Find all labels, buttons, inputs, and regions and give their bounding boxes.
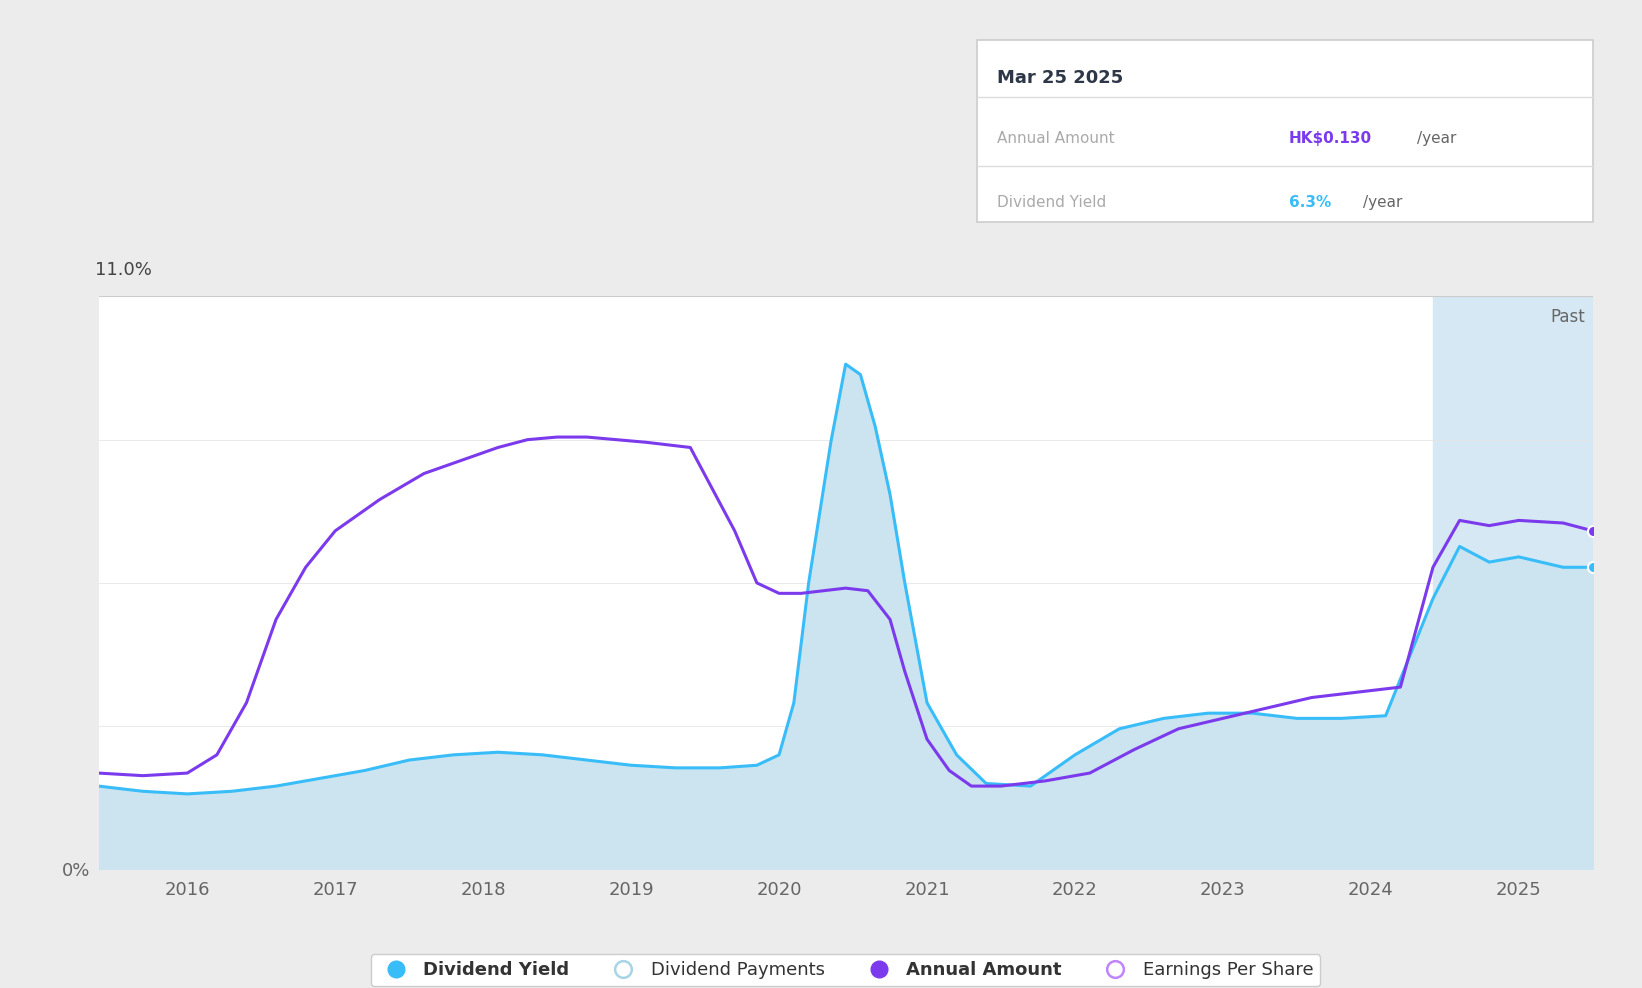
Text: Past: Past — [1550, 308, 1585, 326]
Text: 6.3%: 6.3% — [1289, 195, 1332, 210]
Bar — [1433, 296, 1593, 869]
Text: /year: /year — [1363, 195, 1402, 210]
Text: /year: /year — [1417, 130, 1456, 146]
Text: Mar 25 2025: Mar 25 2025 — [997, 69, 1123, 87]
Text: HK$0.130: HK$0.130 — [1289, 130, 1373, 146]
Text: 11.0%: 11.0% — [95, 261, 153, 279]
Text: Annual Amount: Annual Amount — [997, 130, 1115, 146]
Text: Dividend Yield: Dividend Yield — [997, 195, 1107, 210]
Legend: Dividend Yield, Dividend Payments, Annual Amount, Earnings Per Share: Dividend Yield, Dividend Payments, Annua… — [371, 954, 1320, 986]
